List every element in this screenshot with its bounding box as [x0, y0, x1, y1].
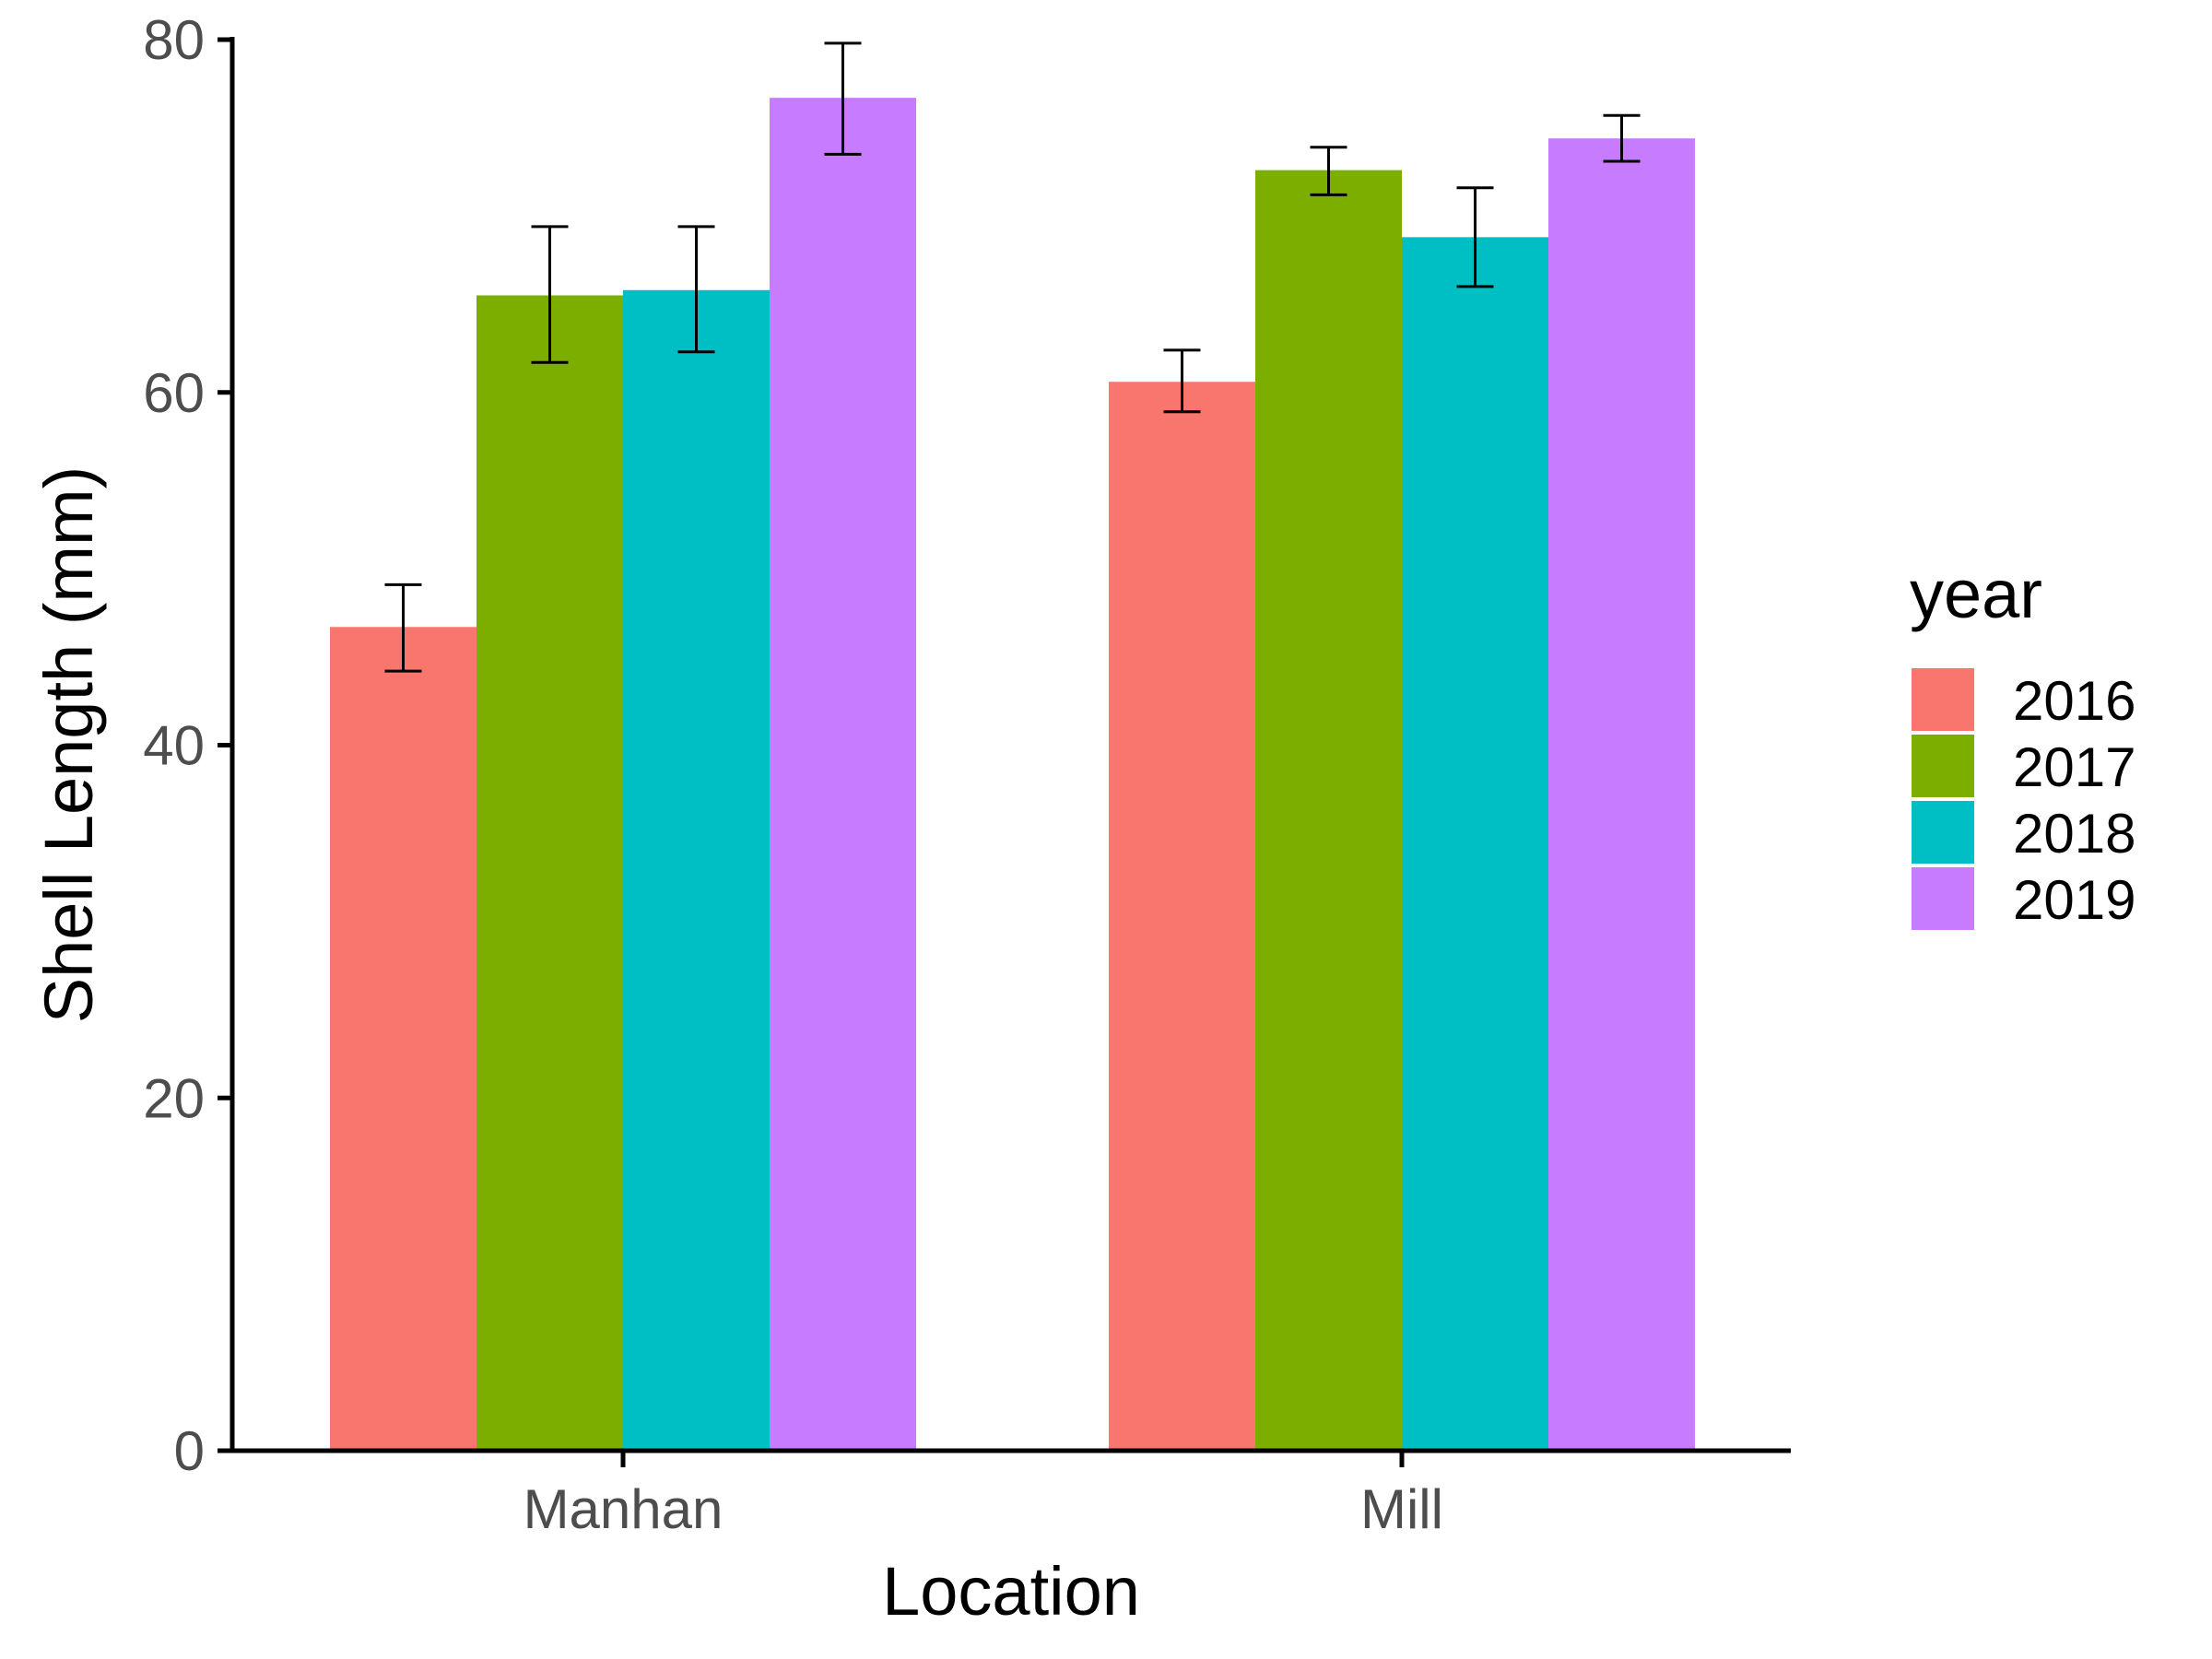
x-tick-label: Manhan [524, 1478, 724, 1540]
legend-swatch [1912, 735, 1974, 797]
legend-item-2016: 2016 [1912, 668, 2136, 732]
bar-mill-2017 [1255, 170, 1402, 1452]
legend-item-2019: 2019 [1912, 867, 2136, 931]
bar-manhan-2016 [330, 627, 477, 1451]
y-tick-label: 60 [143, 362, 205, 424]
legend-label: 2017 [2013, 736, 2136, 798]
y-tick-label: 20 [143, 1067, 205, 1129]
y-axis-title: Shell Length (mm) [30, 466, 107, 1024]
error-bar-mill-2017 [1310, 146, 1347, 196]
x-ticks: Manhan Mill [524, 1451, 1443, 1540]
bar-mill-2016 [1109, 382, 1255, 1452]
bar-mill-2018 [1402, 237, 1548, 1452]
bar-manhan-2018 [623, 289, 770, 1452]
legend-label: 2018 [2013, 803, 2136, 865]
bar-mill-2019 [1548, 138, 1695, 1451]
y-tick-label: 0 [174, 1420, 205, 1482]
error-bar-manhan-2019 [824, 41, 862, 156]
bars-layer [330, 98, 1695, 1452]
y-tick-label: 80 [143, 9, 205, 71]
error-bar-mill-2019 [1603, 113, 1641, 163]
bar-manhan-2017 [477, 295, 623, 1451]
legend-item-2017: 2017 [1912, 735, 2136, 798]
legend-swatch [1912, 668, 1974, 731]
y-tick-label: 40 [143, 715, 205, 777]
error-bar-manhan-2018 [677, 225, 715, 354]
y-ticks: 0 20 40 60 80 [143, 9, 232, 1482]
bar-manhan-2019 [770, 98, 916, 1451]
legend-title: year [1910, 556, 2042, 632]
error-bar-mill-2018 [1456, 186, 1494, 288]
x-tick-label: Mill [1360, 1478, 1443, 1540]
legend-label: 2016 [2013, 670, 2136, 732]
error-bars-layer [384, 41, 1641, 673]
error-bar-manhan-2017 [531, 225, 569, 364]
legend-label: 2019 [2013, 869, 2136, 931]
x-axis-title: Location [882, 1553, 1140, 1630]
legend-swatch [1912, 867, 1974, 930]
error-bar-manhan-2016 [384, 582, 422, 673]
legend-item-2018: 2018 [1912, 801, 2136, 865]
error-bar-mill-2016 [1163, 348, 1201, 414]
legend-swatch [1912, 801, 1974, 864]
